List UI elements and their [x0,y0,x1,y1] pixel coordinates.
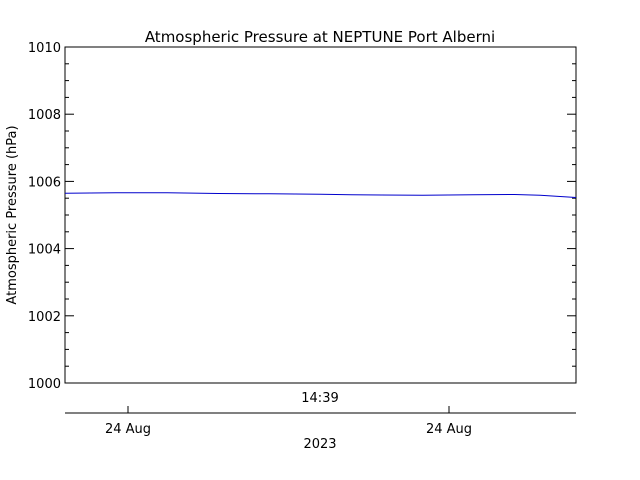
x-date-label: 24 Aug [105,422,151,437]
series-line [64,192,577,198]
y-tick-label: 1004 [28,243,61,258]
y-tick-label: 1002 [28,310,61,325]
y-axis-tick-labels: 1000 1002 1004 1006 1008 1010 [28,41,61,392]
y-axis-title: Atmospheric Pressure (hPa) [5,125,20,304]
series-layer [64,192,577,198]
x-year-label: 2023 [303,437,336,452]
y-axis-ticks [65,46,576,384]
y-tick-label: 1010 [28,41,61,56]
plot-frame [64,46,577,384]
y-tick-label: 1006 [28,175,61,190]
chart-title: Atmospheric Pressure at NEPTUNE Port Alb… [145,28,495,46]
x-axis-time-label: 14:39 [301,391,338,406]
x-date-label: 24 Aug [426,422,472,437]
y-tick-label: 1008 [28,108,61,123]
y-tick-label: 1000 [28,377,61,392]
